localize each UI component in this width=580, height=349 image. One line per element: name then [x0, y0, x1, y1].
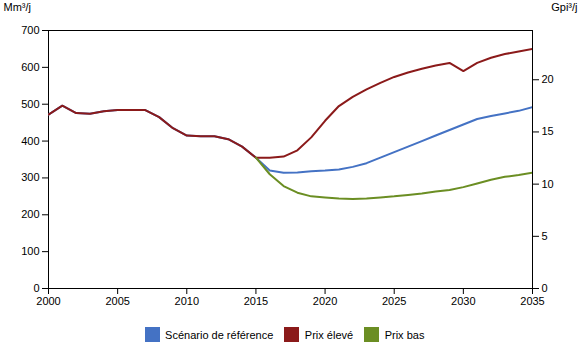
html-text:Prix bas: Prix bas — [384, 328, 425, 341]
svg-text:2030: 2030 — [451, 295, 475, 307]
svg-text:2035: 2035 — [520, 295, 544, 307]
svg-text:0: 0 — [33, 282, 39, 294]
svg-text:20: 20 — [542, 73, 554, 85]
svg-text:2015: 2015 — [244, 295, 268, 307]
svg-text:300: 300 — [21, 171, 39, 183]
svg-text:500: 500 — [21, 98, 39, 110]
svg-text:200: 200 — [21, 208, 39, 220]
svg-text:Mm³/j: Mm³/j — [4, 1, 32, 13]
svg-text:100: 100 — [21, 245, 39, 257]
svg-text:400: 400 — [21, 135, 39, 147]
svg-text:600: 600 — [21, 61, 39, 73]
svg-text:Gpi³/j: Gpi³/j — [551, 1, 577, 13]
svg-text:0: 0 — [542, 282, 548, 294]
svg-text:5: 5 — [542, 230, 548, 242]
svg-text:2020: 2020 — [313, 295, 337, 307]
svg-text:2005: 2005 — [105, 295, 129, 307]
html-text:Scénario de référence: Scénario de référence — [165, 328, 274, 341]
svg-text:10: 10 — [542, 178, 554, 190]
svg-text:2025: 2025 — [382, 295, 406, 307]
svg-text:2010: 2010 — [175, 295, 199, 307]
svg-text:15: 15 — [542, 125, 554, 137]
html-text:Prix élevé: Prix élevé — [304, 328, 354, 341]
svg-text:2000: 2000 — [36, 295, 60, 307]
svg-text:700: 700 — [21, 24, 39, 36]
